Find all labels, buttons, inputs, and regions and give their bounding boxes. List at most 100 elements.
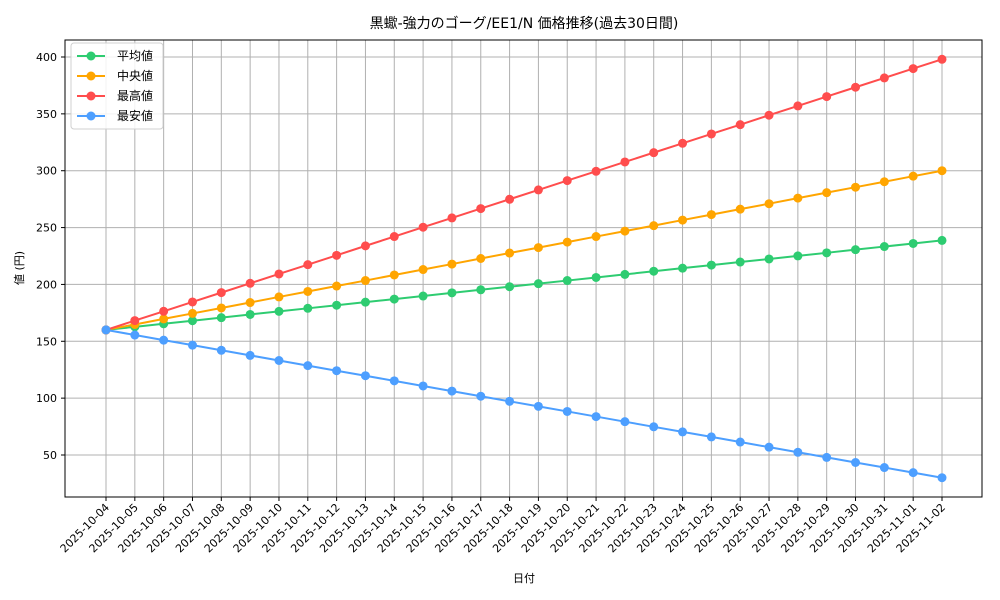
data-point (562, 237, 572, 247)
y-tick-label: 100 (36, 392, 57, 405)
data-point (130, 316, 140, 326)
data-point (735, 437, 745, 447)
data-point (620, 157, 630, 167)
y-tick-label: 300 (36, 165, 57, 178)
data-point (505, 248, 515, 258)
data-point (851, 82, 861, 92)
data-point (851, 245, 861, 255)
data-point (303, 361, 313, 371)
series-line (105, 58, 943, 331)
data-point (245, 278, 255, 288)
data-point (937, 473, 947, 483)
data-point (476, 204, 486, 214)
legend-box (70, 42, 164, 130)
data-point (360, 371, 370, 381)
data-point (533, 185, 543, 195)
data-point (101, 325, 111, 335)
data-point (706, 260, 716, 270)
data-point (678, 263, 688, 273)
data-point (159, 314, 169, 324)
data-point (418, 222, 428, 232)
data-point (332, 281, 342, 291)
data-point (562, 176, 572, 186)
data-point (764, 442, 774, 452)
data-point (389, 270, 399, 280)
data-point (908, 64, 918, 74)
data-point (706, 210, 716, 220)
data-point (591, 232, 601, 242)
data-point (908, 171, 918, 181)
data-point (735, 120, 745, 130)
data-point (706, 432, 716, 442)
data-point (793, 251, 803, 261)
data-point (620, 417, 630, 427)
data-point (706, 129, 716, 139)
data-point (389, 376, 399, 386)
data-point (245, 298, 255, 308)
data-point (159, 306, 169, 316)
data-point (879, 242, 889, 252)
y-axis-ticks: 50 100 150 200 250 300 350 400 (36, 51, 65, 462)
data-point (879, 73, 889, 83)
data-point (879, 177, 889, 187)
data-point (389, 232, 399, 242)
legend-marker (86, 91, 96, 101)
y-tick-label: 400 (36, 51, 57, 64)
data-point (187, 308, 197, 318)
data-point (332, 366, 342, 376)
data-point (216, 345, 226, 355)
legend-marker (86, 111, 96, 121)
data-point (793, 447, 803, 457)
data-point (505, 396, 515, 406)
data-point (822, 92, 832, 102)
data-point (937, 166, 947, 176)
data-point (216, 303, 226, 313)
data-point (245, 350, 255, 360)
data-point (937, 235, 947, 245)
data-point (822, 188, 832, 198)
data-point (303, 286, 313, 296)
data-point (216, 313, 226, 323)
data-point (274, 269, 284, 279)
data-point (533, 279, 543, 289)
data-point (418, 265, 428, 275)
data-point (476, 391, 486, 401)
data-point (159, 335, 169, 345)
data-point (447, 259, 457, 269)
data-point (822, 452, 832, 462)
data-point (822, 248, 832, 258)
y-tick-label: 350 (36, 108, 57, 121)
data-point (793, 193, 803, 203)
data-point (389, 294, 399, 304)
series-line (105, 169, 943, 331)
data-point (476, 285, 486, 295)
data-point (591, 412, 601, 422)
data-point (418, 381, 428, 391)
data-point (332, 250, 342, 260)
plot-frame (64, 39, 983, 498)
series-0 (101, 235, 947, 335)
data-point (678, 427, 688, 437)
data-point (764, 199, 774, 209)
data-point (360, 276, 370, 286)
data-point (937, 54, 947, 64)
data-point (447, 213, 457, 223)
data-point (851, 182, 861, 192)
data-point (735, 257, 745, 267)
data-point (245, 309, 255, 319)
data-point (649, 221, 659, 231)
data-point (562, 276, 572, 286)
data-point (620, 226, 630, 236)
data-point (908, 468, 918, 478)
data-point (505, 282, 515, 292)
series-1 (101, 166, 947, 335)
legend-label: 平均値 (117, 48, 153, 63)
y-tick-label: 150 (36, 335, 57, 348)
data-point (649, 148, 659, 158)
data-point (649, 422, 659, 432)
data-point (764, 254, 774, 264)
data-point (303, 303, 313, 313)
